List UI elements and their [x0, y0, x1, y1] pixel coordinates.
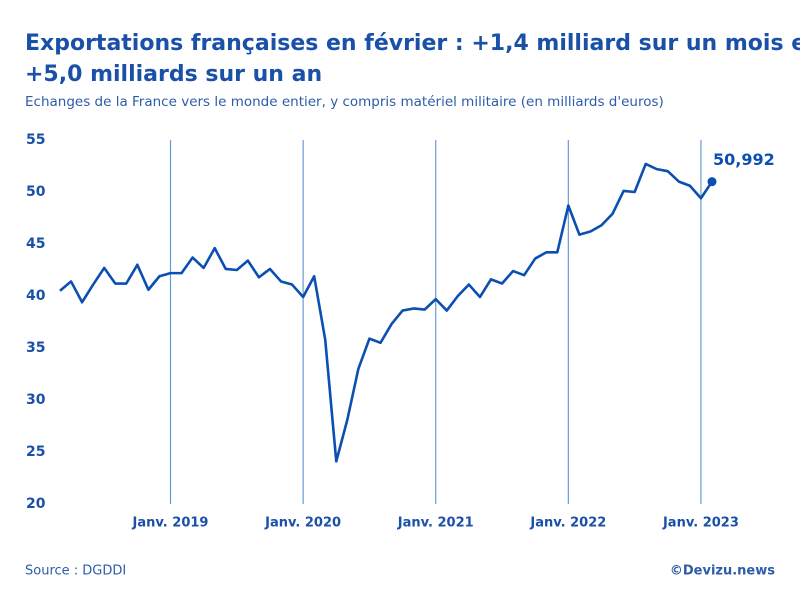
series-line [59, 162, 714, 463]
y-tick-label: 35 [26, 340, 45, 356]
y-tick-label: 30 [26, 392, 46, 408]
x-tick-label: Janv. 2020 [264, 516, 341, 531]
x-tick-label: Janv. 2023 [662, 516, 739, 531]
y-tick-label: 45 [26, 236, 45, 252]
y-tick-label: 40 [26, 288, 46, 304]
source: Source : DGDDI [25, 564, 126, 579]
value-label: 50,992 [713, 150, 775, 169]
x-tick-label: Janv. 2019 [132, 516, 209, 531]
y-tick-label: 25 [26, 444, 45, 460]
x-tick-label: Janv. 2021 [397, 516, 474, 531]
subtitle: Echanges de la France vers le monde enti… [25, 94, 664, 110]
x-tick-label: Janv. 2022 [529, 516, 606, 531]
y-tick-label: 55 [26, 132, 45, 148]
point [707, 177, 717, 187]
credit: ©Devizu.news [670, 564, 775, 579]
y-tick-label: 20 [26, 496, 46, 512]
y-tick-label: 50 [26, 184, 46, 200]
chart-title: Exportations françaises en février : +1,… [25, 31, 800, 56]
chart-title: +5,0 milliards sur un an [25, 62, 322, 87]
